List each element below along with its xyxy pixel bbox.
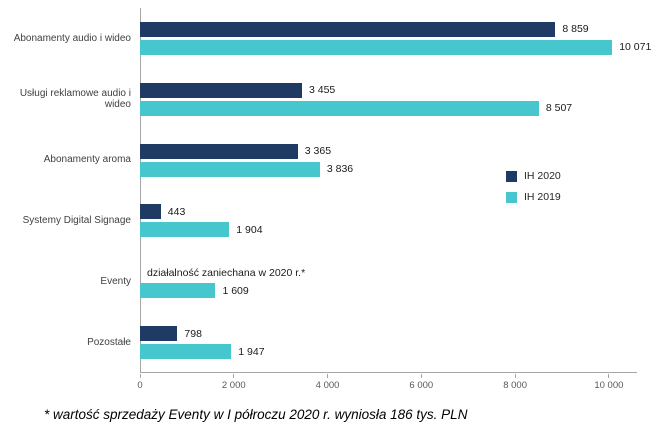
chart-row: Eventy działalność zaniechana w 2020 r.* 1… [0,251,637,312]
tick-mark [139,374,141,378]
annotation-label: działalność zaniechana w 2020 r.* [147,266,306,279]
legend: IH 2020 IH 2019 [506,170,561,203]
bar-ih-2020 [140,204,161,220]
chart-row: Usługi reklamowe audio i wideo 3 455 8 507 [0,69,637,130]
bar-line: 3 365 [140,143,637,159]
chart-row: Abonamenty aroma 3 365 3 836 [0,130,637,191]
legend-item-ih-2019: IH 2019 [506,191,561,203]
bar-group: 798 1 947 [140,312,637,373]
tick-mark [233,374,235,378]
bar-line: 1 904 [140,222,637,238]
tick-label: 2 000 [221,380,246,391]
bar-line: 443 [140,204,637,220]
category-label: Systemy Digital Signage [22,215,131,227]
category-label: Pozostałe [87,336,131,348]
value-label: 3 836 [326,163,354,176]
bar-ih-2019 [140,39,613,55]
bar-line: 8 859 [140,21,637,37]
legend-label-ih-2020: IH 2020 [524,170,561,182]
tick-label: 8 000 [503,380,527,391]
category-label: Eventy [100,275,131,287]
bar-ih-2019 [140,100,539,116]
value-label: 3 365 [304,145,332,158]
bar-line: 3 836 [140,161,637,177]
chart-row: Pozostałe 798 1 947 [0,312,637,373]
tick-label: 4 000 [315,380,340,391]
tick-label: 10 000 [594,380,624,391]
bar-ih-2019 [140,344,232,360]
bar-line: 10 071 [140,39,651,55]
value-label: 1 609 [222,284,249,297]
value-label: 8 859 [562,23,589,36]
bar-line: 798 [140,326,637,342]
tick-mark [514,374,516,378]
legend-item-ih-2020: IH 2020 [506,170,561,182]
tick-mark [420,374,422,378]
value-label: 10 071 [619,41,652,54]
legend-swatch-ih-2019 [506,191,517,203]
bar-ih-2019 [140,161,320,177]
bar-group: działalność zaniechana w 2020 r.* 1 609 [140,251,637,312]
bar-group: 443 1 904 [140,190,637,251]
tick-label: 0 [137,380,143,391]
chart-footnote: * wartość sprzedaży Eventy w I półroczu … [44,407,468,422]
bar-group: 3 365 3 836 [140,130,637,191]
value-label: 443 [167,205,186,218]
value-label: 1 947 [238,345,265,358]
value-label: 798 [184,327,202,340]
bar-line: 1 609 [140,283,637,299]
legend-swatch-ih-2020 [506,170,517,182]
chart-row: Systemy Digital Signage 443 1 904 [0,190,637,251]
tick-mark [327,374,329,378]
value-label: 1 904 [236,223,263,236]
bar-group: 8 859 10 071 [140,8,651,69]
category-label: Usługi reklamowe audio i wideo [19,87,131,111]
tick-label: 6 000 [409,380,434,391]
bar-group: 3 455 8 507 [140,69,637,130]
bar-ih-2020 [140,82,302,98]
chart-rows: Abonamenty audio i wideo 8 859 10 071 Usług… [0,8,651,373]
bar-line: 8 507 [140,100,637,116]
value-label: 3 455 [308,84,336,97]
bar-ih-2019 [140,283,216,299]
legend-label-ih-2019: IH 2019 [524,191,561,203]
category-label: Abonamenty aroma [43,154,131,166]
tick-mark [608,374,610,378]
bar-ih-2019 [140,222,230,238]
bar-ih-2020 [140,326,178,342]
bar-line: 3 455 [140,82,637,98]
bar-line: działalność zaniechana w 2020 r.* [140,265,637,280]
bar-ih-2020 [140,143,298,159]
value-label: 8 507 [545,102,573,115]
bar-line: 1 947 [140,344,637,360]
category-label: Abonamenty audio i wideo [13,32,131,44]
bar-ih-2020 [140,21,556,37]
chart-row: Abonamenty audio i wideo 8 859 10 071 [0,8,651,69]
